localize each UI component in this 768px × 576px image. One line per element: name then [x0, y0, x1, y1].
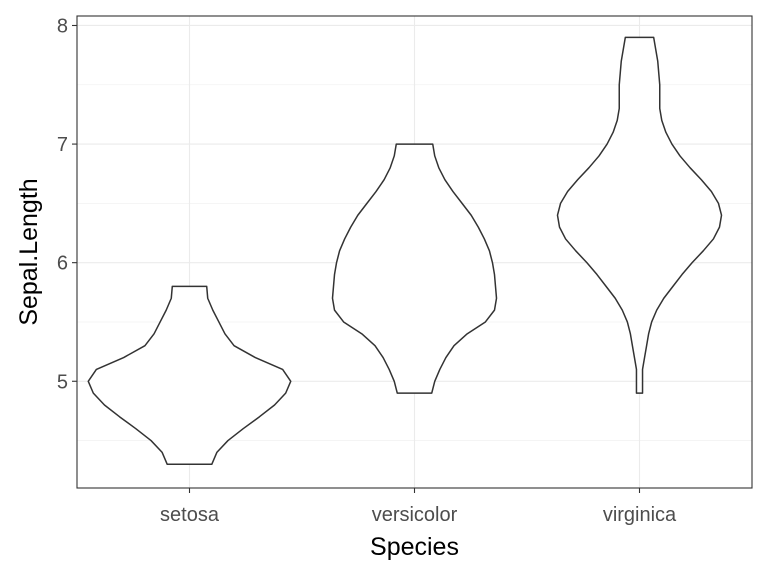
violins	[87, 36, 723, 466]
x-tick-label-setosa: setosa	[160, 504, 220, 526]
y-tick-label: 6	[57, 253, 68, 275]
violin-virginica	[556, 36, 723, 394]
violin-versicolor	[331, 143, 498, 394]
violin-setosa	[87, 285, 292, 466]
y-tick-label: 7	[57, 134, 68, 156]
x-axis-title: Species	[370, 533, 459, 561]
axes: 5 6 7 8 setosa versicolor virginica	[57, 15, 677, 526]
x-tick-label-versicolor: versicolor	[372, 504, 458, 526]
y-axis-title: Sepal.Length	[15, 178, 43, 325]
x-tick-label-virginica: virginica	[603, 504, 677, 526]
y-tick-label: 8	[57, 15, 68, 37]
y-tick-label: 5	[57, 371, 68, 393]
